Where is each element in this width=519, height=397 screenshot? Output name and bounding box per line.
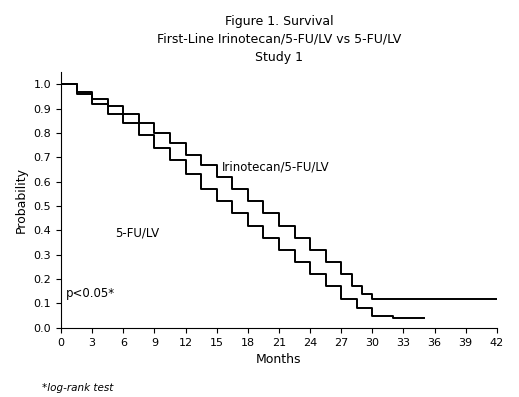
Text: 5-FU/LV: 5-FU/LV [115,227,159,239]
Title: Figure 1. Survival
First-Line Irinotecan/5-FU/LV vs 5-FU/LV
Study 1: Figure 1. Survival First-Line Irinotecan… [157,15,401,64]
Y-axis label: Probability: Probability [15,167,28,233]
Text: *log-rank test: *log-rank test [42,383,113,393]
X-axis label: Months: Months [256,353,302,366]
Text: p<0.05*: p<0.05* [66,287,115,301]
Text: Irinotecan/5-FU/LV: Irinotecan/5-FU/LV [222,161,330,174]
